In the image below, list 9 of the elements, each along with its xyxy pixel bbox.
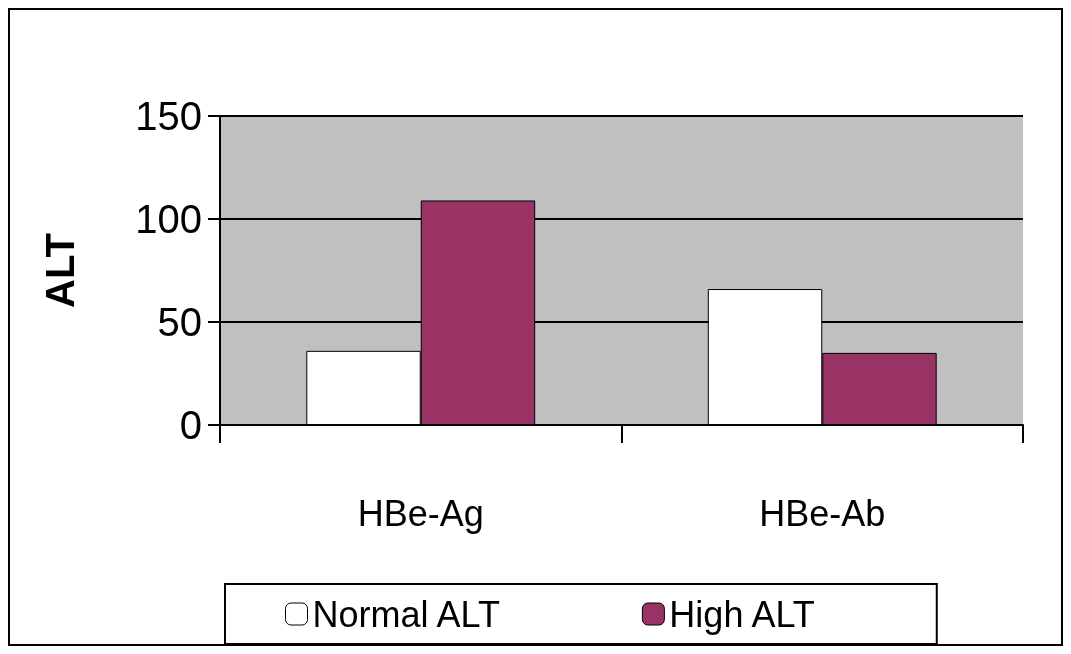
legend-label: Normal ALT (312, 593, 500, 635)
y-tick-label: 100 (135, 197, 202, 241)
legend-label: High ALT (669, 593, 815, 635)
y-tick-label: 0 (179, 403, 202, 447)
y-tick-label: 50 (157, 300, 202, 344)
x-tick-label: HBe-Ag (357, 492, 484, 534)
y-axis-title: ALT (38, 233, 82, 308)
x-tick-label: HBe-Ab (759, 492, 886, 534)
y-tick-label: 150 (135, 94, 202, 138)
